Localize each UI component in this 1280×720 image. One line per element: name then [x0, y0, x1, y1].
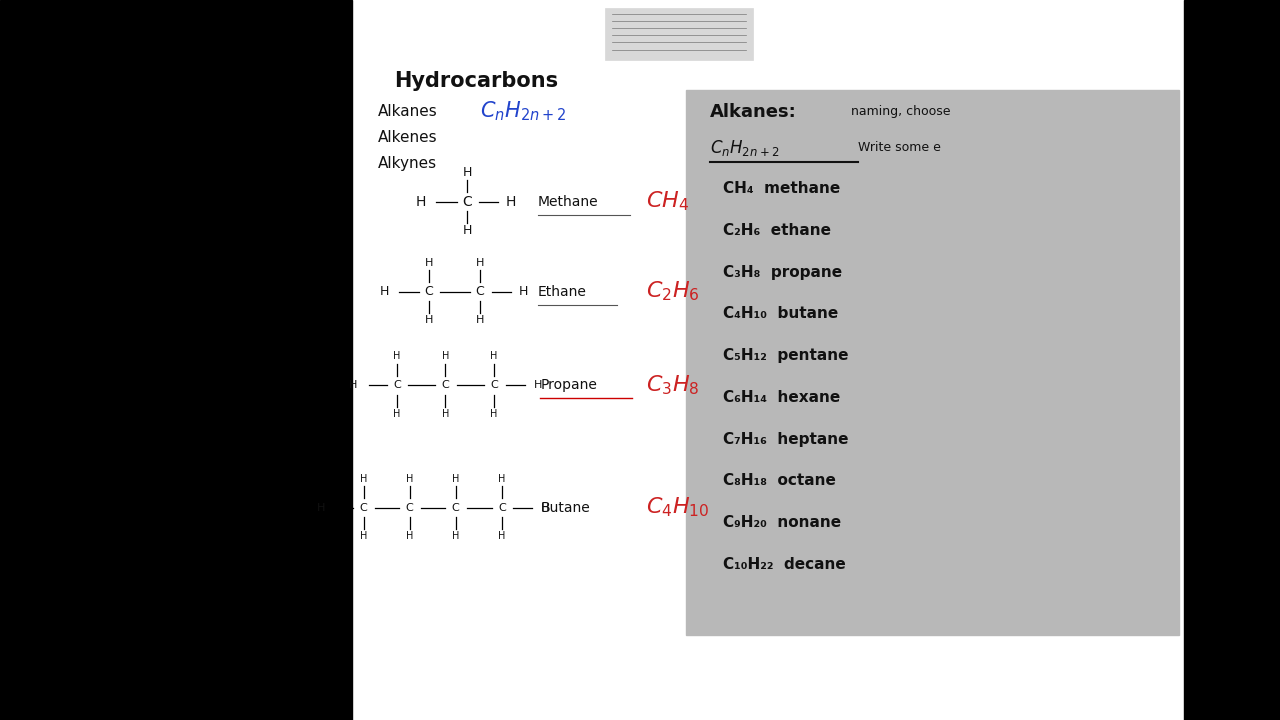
- Text: C: C: [452, 503, 460, 513]
- Text: C₃H₈  propane: C₃H₈ propane: [723, 265, 842, 279]
- Text: $C_nH_{2n+2}$: $C_nH_{2n+2}$: [480, 100, 567, 123]
- Text: $CH_4$: $CH_4$: [646, 190, 690, 213]
- Text: H: H: [360, 531, 367, 541]
- Text: H: H: [379, 285, 389, 298]
- Text: Alkanes:: Alkanes:: [710, 102, 797, 120]
- Text: H: H: [541, 503, 549, 513]
- Text: H: H: [416, 194, 426, 209]
- Text: H: H: [452, 531, 460, 541]
- Text: Butane: Butane: [540, 500, 590, 515]
- Text: Alkanes: Alkanes: [378, 104, 438, 119]
- Text: H: H: [476, 258, 484, 268]
- Text: H: H: [490, 351, 498, 361]
- Text: Alkynes: Alkynes: [378, 156, 436, 171]
- Text: $C_4H_{10}$: $C_4H_{10}$: [646, 496, 710, 519]
- Text: $C_2H_6$: $C_2H_6$: [646, 280, 700, 303]
- Text: H: H: [425, 258, 433, 268]
- Text: H: H: [462, 166, 472, 179]
- Text: C₁₀H₂₂  decane: C₁₀H₂₂ decane: [723, 557, 846, 572]
- Text: C₇H₁₆  heptane: C₇H₁₆ heptane: [723, 432, 849, 446]
- Text: CH₄  methane: CH₄ methane: [723, 181, 841, 196]
- Bar: [0, 0, 352, 720]
- Text: Methane: Methane: [538, 194, 598, 209]
- Text: H: H: [317, 503, 325, 513]
- Text: C₄H₁₀  butane: C₄H₁₀ butane: [723, 307, 838, 321]
- Text: C₂H₆  ethane: C₂H₆ ethane: [723, 223, 831, 238]
- Text: H: H: [406, 531, 413, 541]
- Text: H: H: [393, 351, 401, 361]
- Text: Write some e: Write some e: [858, 141, 941, 154]
- Text: H: H: [498, 474, 506, 484]
- Text: H: H: [393, 409, 401, 419]
- Text: H: H: [476, 315, 484, 325]
- Text: C: C: [490, 380, 498, 390]
- Text: C: C: [498, 503, 506, 513]
- Text: C₈H₁₈  octane: C₈H₁₈ octane: [723, 474, 836, 488]
- Text: C: C: [425, 285, 433, 298]
- Bar: [605, 8, 753, 60]
- Text: H: H: [442, 351, 449, 361]
- Text: Propane: Propane: [540, 378, 596, 392]
- Text: Ethane: Ethane: [538, 284, 586, 299]
- Text: C₅H₁₂  pentane: C₅H₁₂ pentane: [723, 348, 849, 363]
- Text: H: H: [506, 194, 516, 209]
- Bar: [686, 90, 1179, 635]
- Text: H: H: [349, 380, 357, 390]
- Text: $C_nH_{2n+2}$: $C_nH_{2n+2}$: [710, 138, 780, 158]
- Text: H: H: [425, 315, 433, 325]
- Text: C: C: [442, 380, 449, 390]
- Text: C₆H₁₄  hexane: C₆H₁₄ hexane: [723, 390, 841, 405]
- Text: C: C: [476, 285, 484, 298]
- Text: naming, choose: naming, choose: [851, 105, 951, 118]
- Text: C: C: [406, 503, 413, 513]
- Text: H: H: [490, 409, 498, 419]
- Bar: [1184, 0, 1280, 720]
- Text: C₉H₂₀  nonane: C₉H₂₀ nonane: [723, 516, 841, 530]
- Text: H: H: [498, 531, 506, 541]
- Text: C: C: [462, 194, 472, 209]
- Text: $C_3H_8$: $C_3H_8$: [646, 374, 700, 397]
- Text: H: H: [518, 285, 529, 298]
- Text: H: H: [534, 380, 541, 390]
- Text: C: C: [360, 503, 367, 513]
- Text: H: H: [360, 474, 367, 484]
- Text: H: H: [452, 474, 460, 484]
- Text: H: H: [442, 409, 449, 419]
- Text: Alkenes: Alkenes: [378, 130, 438, 145]
- Text: C: C: [393, 380, 401, 390]
- Text: H: H: [406, 474, 413, 484]
- Text: H: H: [462, 224, 472, 237]
- Text: Hydrocarbons: Hydrocarbons: [394, 71, 558, 91]
